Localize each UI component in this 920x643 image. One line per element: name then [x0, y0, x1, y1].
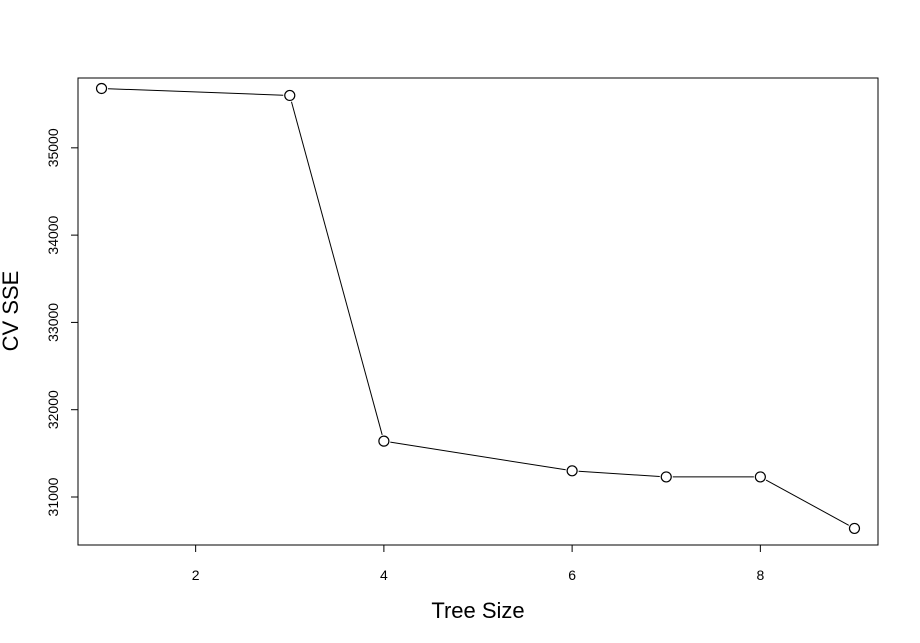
line-segment [578, 470, 660, 477]
x-axis-label: Tree Size [431, 598, 524, 623]
y-axis-label: CV SSE [0, 271, 23, 352]
data-point [754, 471, 766, 483]
data-point [95, 82, 108, 95]
data-point [284, 89, 296, 102]
data-point [660, 471, 672, 483]
x-tick-label: 8 [756, 567, 764, 583]
plot-frame [77, 77, 879, 546]
data-point [378, 435, 390, 447]
x-tick-label: 6 [568, 567, 576, 583]
y-tick-label: 32000 [45, 390, 61, 429]
y-tick-label: 34000 [45, 215, 61, 254]
series-cv-sse [95, 82, 861, 535]
y-tick-label: 31000 [45, 477, 61, 516]
x-axis: 2 4 6 8 [192, 545, 764, 583]
y-axis: 31000 32000 33000 34000 35000 [45, 128, 78, 516]
x-tick-label: 2 [192, 567, 200, 583]
line-segment [390, 441, 566, 471]
data-point [566, 465, 578, 477]
x-tick-label: 4 [380, 567, 388, 583]
line-segment [765, 479, 850, 526]
y-tick-label: 35000 [45, 128, 61, 167]
line-segment [108, 88, 284, 96]
line-segment [290, 101, 383, 435]
data-point [848, 522, 861, 535]
y-tick-label: 33000 [45, 303, 61, 342]
